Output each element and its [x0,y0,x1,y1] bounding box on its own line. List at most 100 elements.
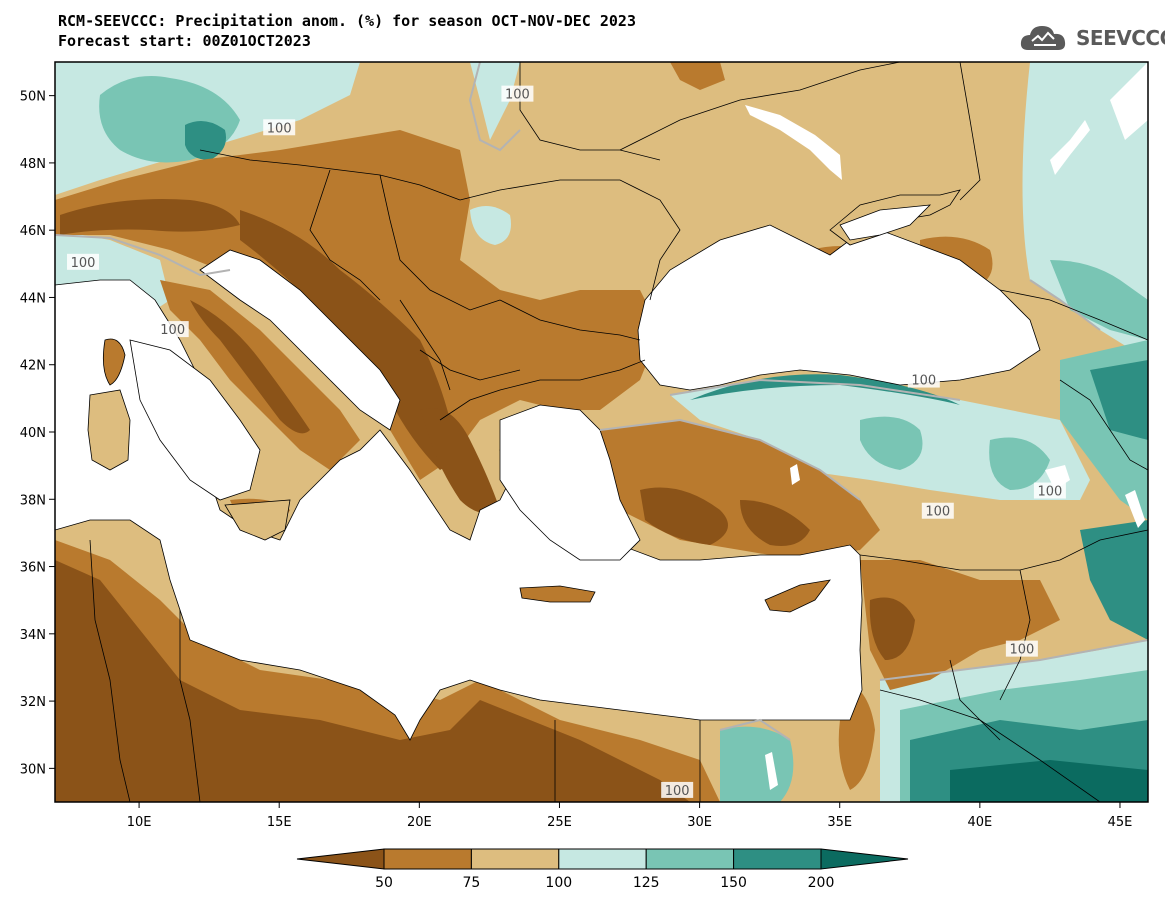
azov-sea [839,204,932,241]
crete [519,585,596,603]
zone-anatolia-wet-2 [860,416,923,470]
tyrrhenian-sea [129,339,261,501]
lat-tick-label: 46N [20,224,46,239]
contour-label: 100 [665,784,690,799]
contour-label-bg [907,371,940,388]
contour-label: 100 [505,88,530,103]
lon-tick-label: 10E [127,815,152,830]
lat-tick-label: 40N [20,426,46,441]
zone-sinai-wet [720,726,794,802]
colorbar-box [558,848,647,870]
zone-levant-dry [860,560,1060,690]
zone-arabia-wet-4 [950,760,1148,802]
zone-greece-dry [420,408,500,514]
colorbar-label: 100 [545,875,572,891]
zone-ukraine-dry [670,62,725,90]
contour-label: 100 [71,256,96,271]
contour-label-bg [501,85,534,102]
zone-caucasus-wet-2 [1090,360,1148,440]
cyprus [764,579,831,613]
colorbar-label: 200 [808,875,835,891]
lat-tick-label: 42N [20,359,46,374]
corsica [102,338,126,386]
contour-label-bg [661,781,694,798]
colorbar-low-triangle [296,848,385,870]
zone-levant-dry-2 [869,597,915,660]
colorbar-label: 50 [375,875,393,891]
lat-tick-label: 44N [20,291,46,306]
contour-label-bg [1005,640,1038,657]
zone-carpathian-wet [470,206,511,245]
zone-libya-dry-2 [55,560,690,802]
contour-label: 100 [1009,643,1034,658]
lat-tick-label: 32N [20,695,46,710]
contour-lines [55,62,1148,741]
longitude-axis: 10E 15E 20E 25E 30E 35E 40E 45E [127,802,1133,830]
zone-turkey-dry-2 [640,487,728,545]
contour-label: 100 [267,121,292,136]
adriatic-sea [199,249,401,431]
zone-blacksea-coast-wet [690,374,960,405]
zone-balkan-dry [240,210,454,470]
sardinia [87,389,131,471]
zone-turkey-dry-3 [740,500,810,546]
don-river [1050,120,1090,175]
colorbar-box [383,848,472,870]
lon-tick-label: 15E [267,815,292,830]
caspian-edge [1110,62,1148,140]
zone-italy-dry-2 [190,300,310,434]
zone-alps-wet-3 [185,121,226,160]
colorbar-box [470,848,560,870]
contour-label: 100 [160,323,185,338]
lon-tick-label: 20E [407,815,432,830]
contour-label-bg [263,119,296,136]
contour-label-bg [67,253,100,270]
contour-label-bg [921,502,954,519]
sicily [224,499,291,541]
lon-tick-label: 30E [687,815,712,830]
lon-tick-label: 25E [547,815,572,830]
aegean-sea [499,404,641,561]
logo-text: SEEVCCC [1076,26,1165,50]
lat-tick-label: 36N [20,561,46,576]
country-borders [89,62,1148,802]
black-sea [637,224,1041,391]
lat-tick-label: 50N [20,90,46,105]
map-title: RCM-SEEVCCC: Precipitation anom. (%) for… [58,12,636,30]
lat-tick-label: 48N [20,157,46,172]
colorbar-label: 150 [720,875,747,891]
colorbar-box [733,848,822,870]
contour-label: 100 [925,505,950,520]
colorbar-label: 125 [633,875,660,891]
zone-alps-dry [60,199,240,235]
contour-label-bg [1033,482,1066,499]
contour-label-group: 100 100 100 100 100 100 100 100 100 [67,85,1066,799]
colorbar-label: 75 [462,875,480,891]
latitude-axis: 50N 48N 46N 44N 42N 40N 38N 36N 34N 32N 30N [20,90,55,777]
colorbar: 50 75 100 125 150 200 [296,848,909,891]
seevccc-logo: SEEVCCC [1018,22,1165,56]
anomaly-fields [55,62,1148,802]
cloud-icon [1020,26,1066,50]
colorbar-box [645,848,735,870]
lon-tick-label: 35E [827,815,852,830]
lat-tick-label: 34N [20,628,46,643]
lon-tick-label: 45E [1108,815,1133,830]
zone-east-coast-wet [1080,520,1148,640]
zone-anatolia-wet-3 [989,437,1050,490]
forecast-start: Forecast start: 00Z01OCT2023 [58,32,311,50]
zone-ukraine-wet [470,62,520,140]
dnieper-lake [745,105,842,180]
lon-tick-label: 40E [967,815,992,830]
lat-tick-label: 30N [20,762,46,777]
contour-label: 100 [1037,485,1062,500]
zone-east-wet-2 [1050,260,1148,340]
contour-label: 100 [911,374,936,389]
lat-tick-label: 38N [20,493,46,508]
urmia-lake [1125,490,1145,528]
dead-sea [765,752,778,790]
colorbar-high-triangle [820,848,909,870]
tuz-lake [790,464,800,485]
contour-label-bg [156,321,189,338]
